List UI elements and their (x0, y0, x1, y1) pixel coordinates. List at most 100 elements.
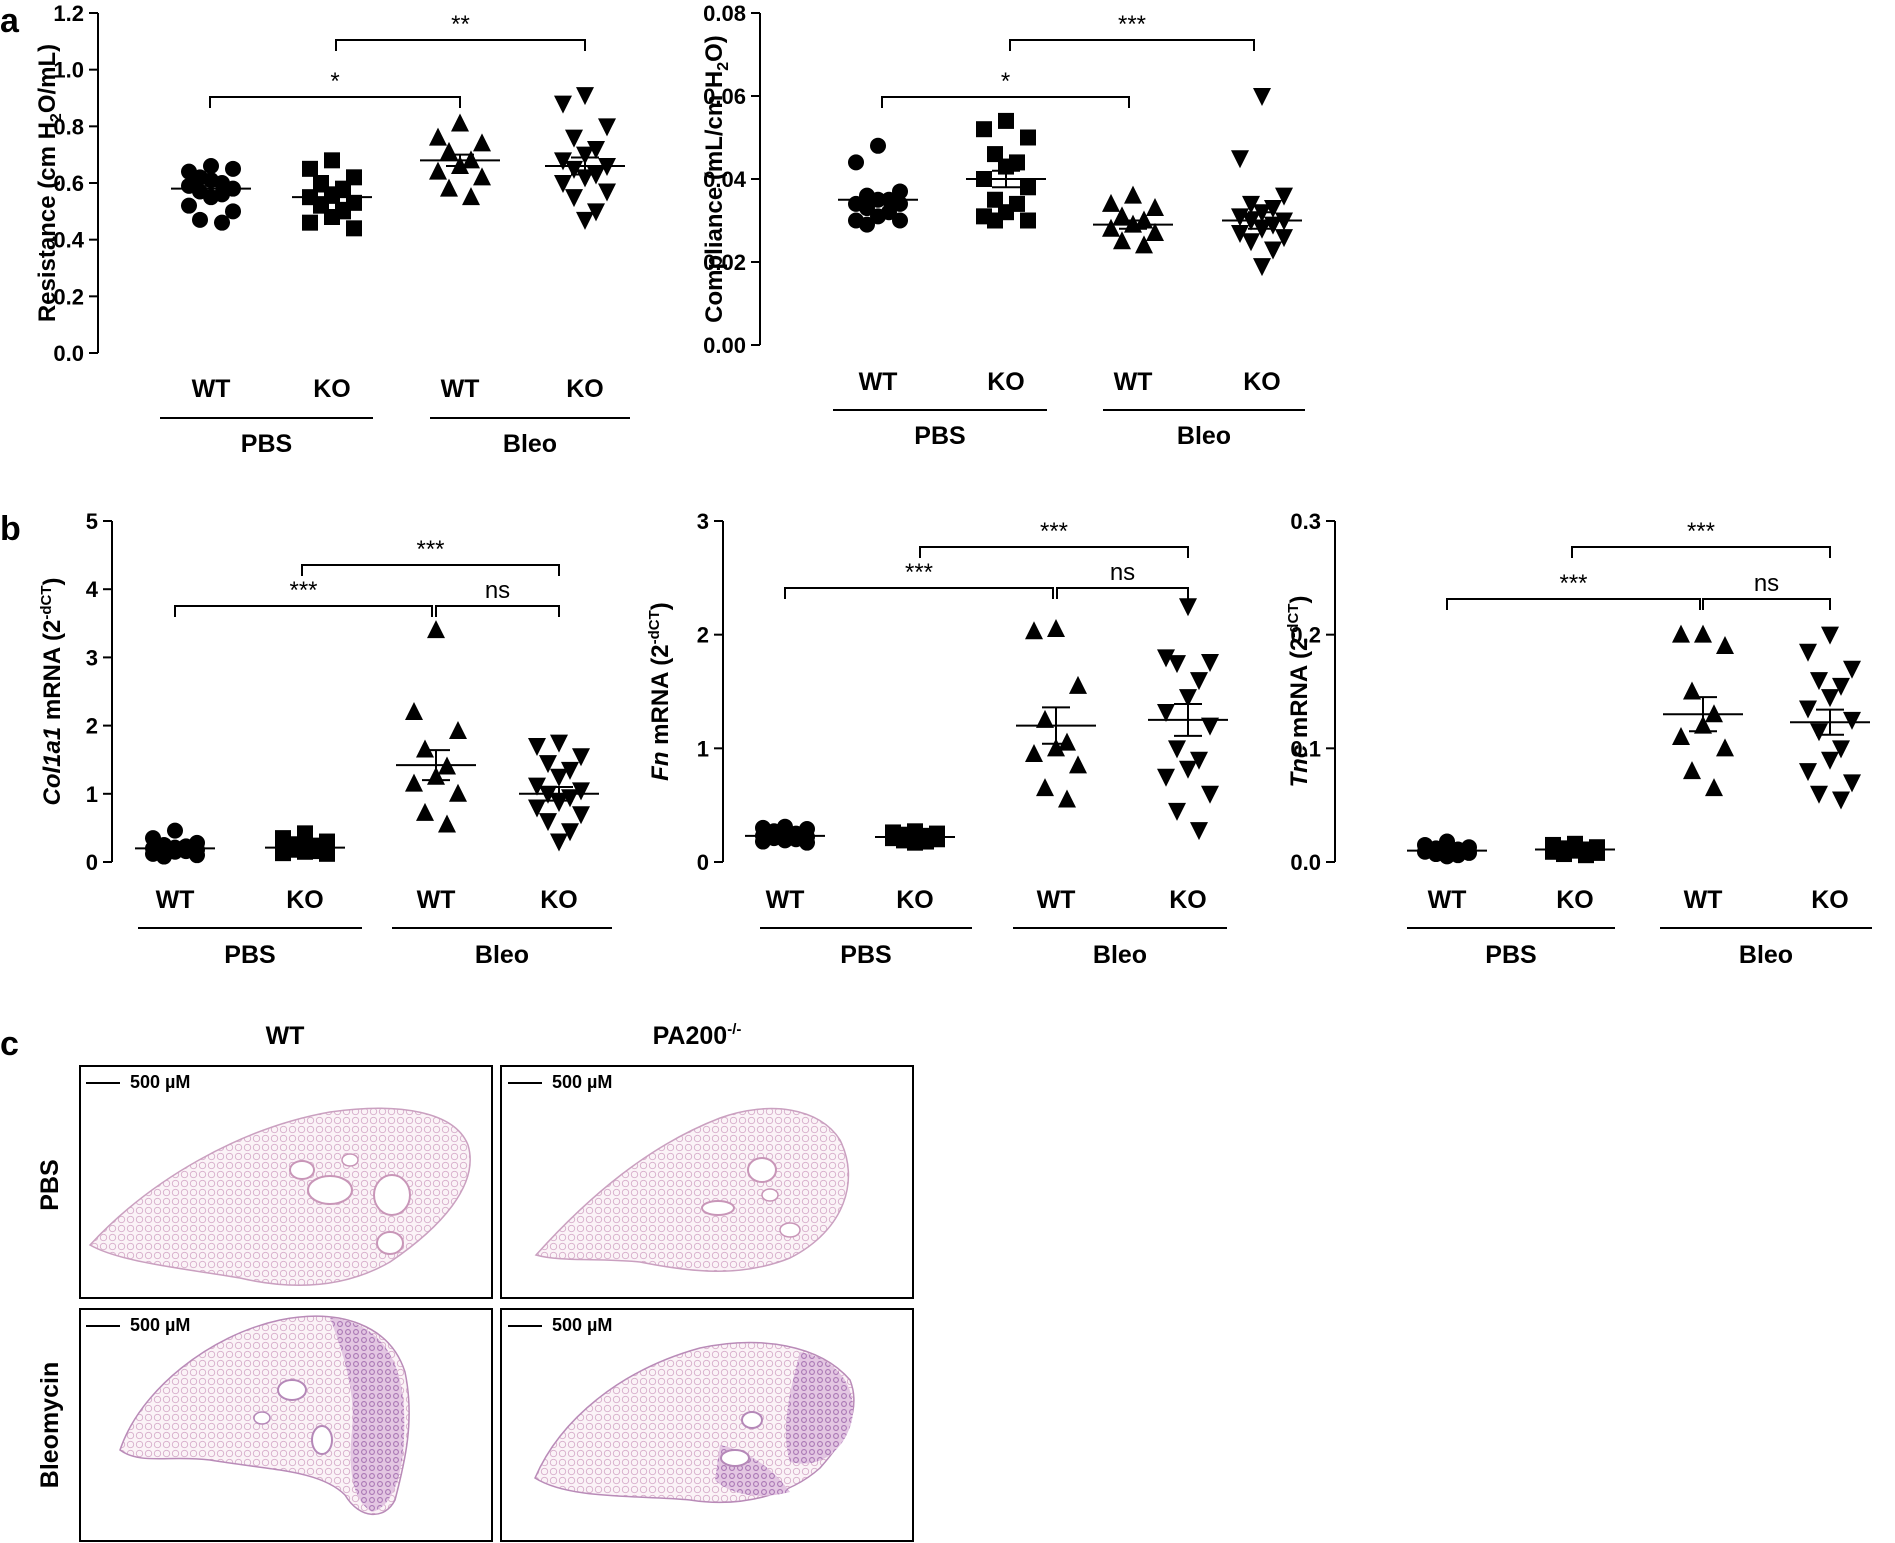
group-label: Bleo (1739, 941, 1793, 969)
category-label: KO (1811, 886, 1849, 914)
data-point-triangle-down (528, 738, 546, 757)
data-point-circle (799, 834, 815, 851)
data-point-triangle-up (1102, 218, 1120, 237)
data-point-square (1020, 212, 1036, 229)
significance-label: ** (451, 11, 470, 38)
significance-label: ns (1754, 570, 1779, 597)
data-point-triangle-up (1146, 198, 1164, 217)
category-label: KO (1556, 886, 1594, 914)
data-point-triangle-down (1264, 241, 1282, 260)
y-tick-label: 0.04 (703, 167, 747, 192)
y-tick-label: 0.4 (53, 228, 84, 253)
panel-label-c: c (0, 1025, 19, 1063)
data-point-circle (892, 212, 908, 229)
significance-bracket (1056, 587, 1189, 599)
data-point-square (302, 160, 318, 177)
y-tick-label: 0.2 (1290, 623, 1321, 648)
tnc-plot: 0.0 0.1 0.2 0.3 Tnc mRNA (2-dCT) WT KO WT KO PBS B… (1285, 509, 1872, 969)
y-tick-label: 3 (86, 645, 98, 670)
significance-bracket (174, 605, 433, 617)
data-point-square (987, 146, 1003, 163)
category-label: KO (286, 886, 324, 914)
y-tick-label: 0.02 (703, 250, 746, 275)
y-tick-label: 3 (697, 509, 709, 534)
data-point-triangle-down (576, 211, 594, 230)
data-point-triangle-down (539, 755, 557, 774)
y-tick-label: 0.0 (1290, 850, 1321, 875)
resistance-plot: 0.0 0.2 0.4 0.6 0.8 1.0 1.2 Resistance (cm H2O/… (34, 1, 630, 458)
data-point-triangle-up (1069, 755, 1087, 774)
data-point-triangle-down (598, 183, 616, 202)
data-point-square (324, 209, 340, 225)
data-point-triangle-up (1135, 235, 1153, 254)
histology-header-ko: PA200-/- (653, 1021, 742, 1050)
data-point-triangle-down (539, 813, 557, 832)
scale-label: 500 µM (552, 1072, 612, 1092)
data-point-triangle-up (438, 814, 456, 833)
data-point-triangle-down (1242, 233, 1260, 252)
data-point-square (976, 121, 992, 138)
data-point-square (987, 191, 1003, 208)
data-point-square (324, 152, 340, 169)
y-tick-label: 0 (697, 850, 709, 875)
data-point-triangle-down (1231, 150, 1249, 169)
data-point-triangle-up (1058, 789, 1076, 808)
data-point-triangle-up (451, 113, 469, 132)
data-point-triangle-down (1821, 689, 1839, 708)
category-label: WT (417, 886, 456, 914)
y-tick-label: 0.1 (1290, 736, 1321, 761)
lung-section-wt-bleomycin (119, 1315, 410, 1516)
data-point-triangle-down (561, 823, 579, 842)
category-label: WT (192, 375, 231, 403)
data-point-square (998, 112, 1014, 129)
data-point-triangle-down (550, 768, 568, 787)
compliance-plot: 0.00 0.02 0.04 0.06 0.08 Compliance (mL/cm H2… (701, 1, 1305, 450)
data-point-triangle-down (572, 748, 590, 767)
data-point-triangle-up (1716, 738, 1734, 757)
y-axis-label: Resistance (cm H2O/mL) (34, 44, 65, 322)
data-point-circle (870, 137, 886, 154)
data-point-triangle-up (1069, 675, 1087, 694)
y-tick-label: 0.8 (53, 114, 84, 139)
y-tick-label: 4 (86, 577, 99, 602)
data-point-triangle-up (1102, 193, 1120, 212)
histology-row-pbs: PBS (36, 1159, 64, 1210)
y-tick-label: 1 (86, 782, 98, 807)
data-point-triangle-up (1146, 222, 1164, 241)
data-point-triangle-down (528, 799, 546, 818)
data-point-triangle-down (550, 793, 568, 812)
data-point-triangle-up (473, 167, 491, 186)
data-point-circle (167, 822, 183, 839)
group-label: Bleo (475, 941, 529, 969)
data-point-triangle-up (429, 127, 447, 146)
y-tick-label: 0.6 (53, 171, 84, 196)
significance-bracket (1571, 546, 1831, 558)
data-point-square (275, 845, 291, 862)
data-point-triangle-down (1799, 643, 1817, 662)
data-point-triangle-down (1157, 703, 1175, 722)
data-point-triangle-down (1231, 224, 1249, 243)
data-point-circle (214, 214, 230, 231)
category-label: KO (1243, 368, 1281, 396)
data-point-triangle-up (462, 187, 480, 206)
y-axis-label: Fn mRNA (2-dCT) (646, 602, 674, 781)
data-point-triangle-down (1201, 717, 1219, 736)
data-point-triangle-down (565, 129, 583, 148)
data-point-triangle-down (1821, 626, 1839, 645)
significance-label: *** (1118, 11, 1146, 38)
data-point-triangle-down (565, 189, 583, 208)
data-point-triangle-down (1168, 802, 1186, 821)
data-point-triangle-down (587, 141, 605, 159)
data-point-triangle-up (1036, 709, 1054, 728)
data-point-triangle-down (1832, 791, 1850, 810)
category-label: WT (1684, 886, 1723, 914)
histology-row-bleomycin: Bleomycin (36, 1362, 64, 1488)
data-point-triangle-down (1201, 785, 1219, 804)
category-label: WT (156, 886, 195, 914)
data-point-circle (848, 154, 864, 171)
significance-bracket (881, 96, 1130, 108)
significance-label: *** (905, 559, 933, 586)
significance-bracket (335, 39, 586, 51)
significance-label: ns (1110, 559, 1135, 586)
y-tick-label: 2 (86, 714, 98, 739)
